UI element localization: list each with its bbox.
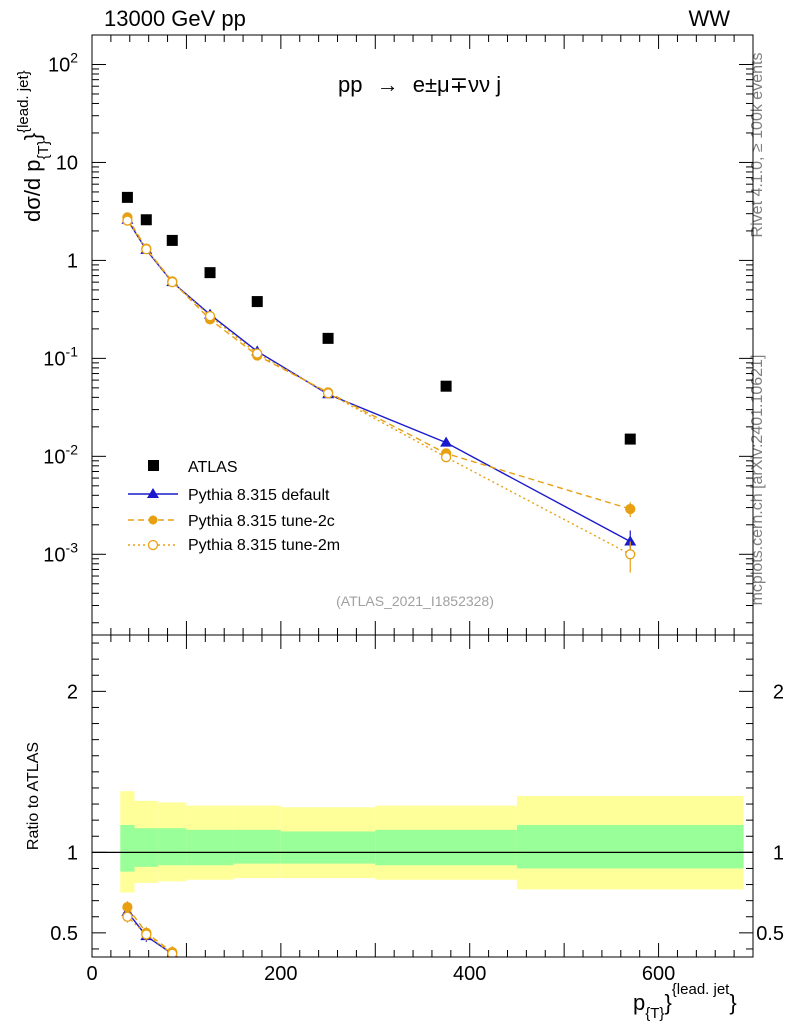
ratio-series-point: [141, 929, 152, 940]
legend-label-atlas: ATLAS: [188, 459, 238, 476]
series-point: [252, 348, 263, 359]
legend-marker-atlas: [148, 460, 159, 471]
series-point: [624, 535, 637, 546]
x-tick-label: 600: [642, 963, 675, 985]
ratio-axis-ticks: 0 200 400 600 0.5 0.5 1 1 2 2: [50, 635, 784, 985]
legend-marker-tune2m: [147, 539, 159, 551]
side-label-bottom: mcplots.cern.ch [arXiv:2401.10621]: [749, 355, 766, 606]
series-point: [625, 503, 636, 515]
legend-label-default: Pythia 8.315 default: [188, 487, 330, 504]
ratio-ytick-label-left: 1: [67, 842, 78, 864]
series-point: [440, 452, 452, 463]
series-line: [126, 220, 631, 555]
series-point: [322, 388, 334, 399]
band-inner-1: [134, 828, 159, 867]
process-final: e±μ∓νν j: [413, 72, 501, 97]
band-inner-7: [516, 824, 744, 869]
ratio-ytick-label-left: 0.5: [50, 923, 78, 945]
x-tick-label: 200: [264, 963, 297, 985]
series-point: [141, 244, 152, 255]
process-tag: WW: [688, 6, 730, 31]
energy-label: 13000 GeV pp: [104, 6, 246, 31]
band-inner-0: [120, 824, 135, 872]
band-inner-2: [158, 828, 187, 866]
process-arrow: →: [377, 72, 399, 97]
atlas-point: [624, 433, 636, 445]
band-inner-3: [186, 829, 234, 866]
atlas-point: [322, 332, 334, 344]
ratio-ytick-label-left: 2: [67, 681, 78, 703]
main-ylabel: dσ/d p{T}}{lead. jet}: [15, 70, 52, 222]
ratio-series-point: [122, 911, 133, 922]
series-point: [122, 215, 133, 226]
atlas-point: [140, 214, 152, 226]
ratio-ytick-label-right: 0.5: [756, 923, 784, 945]
atlas-point: [166, 234, 178, 246]
series-point: [204, 310, 216, 322]
atlas-point: [440, 380, 452, 392]
main-ytick-label: 10-1: [43, 343, 78, 370]
atlas-point: [121, 191, 133, 203]
main-axis-ticks: 10-3 10-2 10-1 1 10 102: [43, 34, 754, 635]
ratio-ytick-label-right: 1: [773, 842, 784, 864]
x-tick-label: 0: [86, 963, 97, 985]
x-tick-label: 400: [453, 963, 486, 985]
ratio-series: [121, 901, 178, 957]
ratio-ytick-label-right: 2: [773, 681, 784, 703]
legend-label-tune2c: Pythia 8.315 tune-2c: [188, 513, 335, 530]
main-ytick-label: 1: [67, 250, 78, 272]
band-inner-6: [375, 829, 517, 866]
main-ytick-label: 10: [56, 152, 78, 174]
process-label: pp → e±μ∓νν j: [338, 72, 501, 97]
atlas-point: [204, 267, 216, 279]
series-point: [625, 549, 636, 560]
ratio-uncertainty-bands: [120, 791, 744, 893]
process-prefix: pp: [338, 72, 362, 97]
main-ytick-label: 102: [48, 49, 78, 76]
band-inner-4: [233, 829, 281, 864]
ratio-panel-frame: [91, 634, 754, 958]
side-label-top: Rivet 4.1.0, ≥ 100k events: [749, 53, 766, 238]
legend: ATLAS Pythia 8.315 default Pythia 8.315 …: [128, 459, 340, 554]
ratio-series-point: [122, 901, 133, 913]
analysis-id: (ATLAS_2021_I1852328): [336, 593, 494, 609]
series-point: [167, 276, 178, 288]
band-inner-5: [280, 831, 376, 864]
main-ytick-label: 10-3: [43, 539, 78, 566]
series-point: [440, 436, 453, 447]
main-ytick-label: 10-2: [43, 441, 78, 468]
ratio-series-point: [167, 948, 178, 957]
legend-marker-default: [147, 488, 159, 498]
ratio-ylabel: Ratio to ATLAS: [25, 742, 42, 850]
legend-label-tune2m: Pythia 8.315 tune-2m: [188, 537, 340, 554]
main-series: [121, 191, 637, 573]
legend-marker-tune2c: [148, 515, 158, 525]
x-axis-title: p{T}}{lead. jet}: [633, 981, 737, 1022]
atlas-point: [251, 296, 263, 308]
